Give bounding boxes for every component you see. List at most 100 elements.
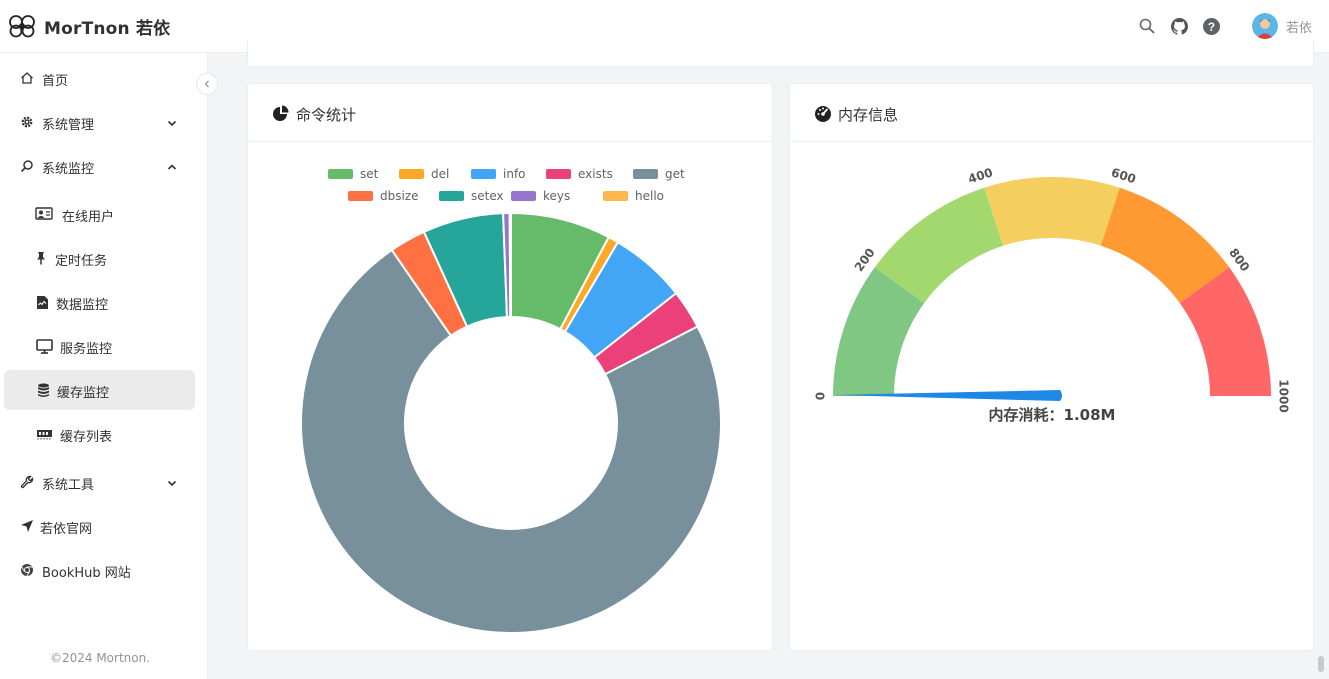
sidebar-item-label: 系统管理 [42, 118, 95, 133]
legend-item-dbsize[interactable]: dbsize [348, 189, 419, 203]
sidebar-item-system-tools[interactable]: 系统工具 [4, 462, 195, 502]
legend-item-setex[interactable]: setex [439, 189, 504, 203]
chevron-down-icon [165, 115, 179, 129]
sidebar-item-label: 若依官网 [40, 522, 93, 537]
sidebar-item-cache-list[interactable]: 缓存列表 [4, 414, 195, 454]
logo[interactable]: MorTnon 若依 [8, 12, 170, 40]
pin-icon [33, 250, 49, 266]
legend-item-hello[interactable]: hello [603, 189, 664, 203]
pie-chart-icon [273, 105, 289, 121]
gauge-tick-label: 600 [1109, 165, 1137, 186]
monitor-search-icon [19, 158, 35, 174]
sidebar-item-label: 系统监控 [42, 162, 95, 177]
sidebar-item-label: 缓存列表 [60, 430, 113, 445]
gauge-tick-label: 400 [966, 165, 994, 186]
wrench-icon [19, 474, 35, 490]
github-icon[interactable] [1170, 17, 1188, 35]
card-header: 内存信息 [790, 84, 1313, 142]
chart-legend: set del info exists get dbsize setex keys hello [248, 84, 774, 214]
sidebar-item-cache-monitor[interactable]: 缓存监控 [4, 370, 195, 410]
logo-text: MorTnon 若依 [44, 18, 171, 39]
online-user-icon [35, 206, 53, 222]
memory-icon [35, 426, 53, 442]
legend-label: info [503, 167, 526, 181]
sidebar-item-ruoyi-site[interactable]: 若依官网 [4, 506, 195, 546]
sidebar-item-system-monitor[interactable]: 系统监控 [4, 146, 195, 186]
logo-icon [9, 15, 35, 38]
legend-swatch [603, 191, 628, 201]
chevron-left-icon [204, 80, 209, 88]
gauge-band-2 [874, 187, 1004, 304]
gauge-detail-label: 内存消耗：1.08M [989, 406, 1116, 424]
legend-label: keys [543, 189, 571, 203]
legend-label: del [431, 167, 450, 181]
legend-swatch [348, 191, 373, 201]
sidebar-item-online-users[interactable]: 在线用户 [4, 194, 195, 234]
sidebar-item-data-monitor[interactable]: 数据监控 [4, 282, 195, 322]
gauge-pointer [834, 390, 1062, 401]
chevron-down-icon [165, 475, 179, 489]
command-stats-card: 命令统计 set del info exists get dbsize setex keys h… [247, 83, 773, 651]
legend-swatch [439, 191, 464, 201]
chevron-up-icon [165, 159, 179, 173]
sidebar-item-scheduled-tasks[interactable]: 定时任务 [4, 238, 195, 278]
legend-label: dbsize [380, 189, 419, 203]
data-file-icon [34, 294, 50, 310]
legend-label: hello [635, 189, 664, 203]
gauge-band-4 [1100, 187, 1230, 304]
sidebar-item-bookhub-site[interactable]: BookHub 网站 [4, 550, 195, 590]
gauge-band-3 [984, 177, 1120, 246]
user-name[interactable]: 若依 [1286, 21, 1313, 36]
sidebar: 首页 系统管理 系统监控 在线用户 定时任务 数据监控 服务监控 缓存监控 缓存… [0, 53, 208, 679]
card-title: 内存信息 [838, 106, 899, 124]
home-icon [19, 70, 35, 86]
gauge-tick-label: 1000 [1277, 379, 1291, 412]
copyright: ©2024 Mortnon. [49, 651, 151, 665]
gauge-tick-label: 0 [814, 392, 828, 400]
navigation-icon [19, 518, 35, 534]
scrollbar[interactable] [1318, 656, 1324, 672]
legend-swatch [633, 169, 658, 179]
sidebar-item-label: 系统工具 [42, 478, 95, 493]
sidebar-item-system-manage[interactable]: 系统管理 [4, 102, 195, 142]
legend-swatch [546, 169, 571, 179]
sidebar-item-service-monitor[interactable]: 服务监控 [4, 326, 195, 366]
sidebar-item-label: 服务监控 [60, 342, 113, 357]
sidebar-item-label: 定时任务 [55, 254, 108, 269]
legend-swatch [399, 169, 424, 179]
donut-slice-get[interactable] [300, 248, 722, 634]
sidebar-item-label: 数据监控 [56, 298, 109, 313]
memory-info-card: 内存信息 0 200 400 600 800 1000 内存消耗：1.08M [789, 83, 1314, 651]
card-header: 命令统计 [248, 84, 772, 142]
card-title: 命令统计 [296, 106, 357, 124]
database-icon [35, 382, 51, 398]
avatar[interactable] [1252, 13, 1278, 39]
gauge-band-1 [833, 267, 925, 396]
help-icon[interactable]: ? [1202, 17, 1220, 35]
sidebar-item-label: 在线用户 [62, 210, 115, 225]
chrome-icon [19, 562, 35, 578]
legend-item-exists[interactable]: exists [546, 167, 613, 181]
legend-item-set[interactable]: set [328, 167, 378, 181]
donut-slice-hello[interactable] [508, 211, 512, 319]
dashboard-icon [815, 106, 831, 122]
search-icon[interactable] [1138, 17, 1156, 35]
sidebar-item-label: 缓存监控 [57, 386, 110, 401]
legend-swatch [511, 191, 536, 201]
sidebar-collapse-button[interactable] [196, 73, 218, 95]
desktop-icon [35, 338, 53, 354]
legend-item-del[interactable]: del [399, 167, 449, 181]
legend-swatch [471, 169, 496, 179]
sidebar-item-home[interactable]: 首页 [4, 58, 195, 98]
legend-item-keys[interactable]: keys [511, 189, 570, 203]
legend-label: exists [578, 167, 613, 181]
legend-item-info[interactable]: info [471, 167, 526, 181]
sidebar-item-label: 首页 [42, 74, 69, 89]
legend-label: get [665, 167, 685, 181]
legend-item-get[interactable]: get [633, 167, 685, 181]
donut-chart [300, 211, 722, 634]
legend-label: set [360, 167, 379, 181]
legend-label: setex [471, 189, 504, 203]
gear-icon [19, 114, 35, 130]
